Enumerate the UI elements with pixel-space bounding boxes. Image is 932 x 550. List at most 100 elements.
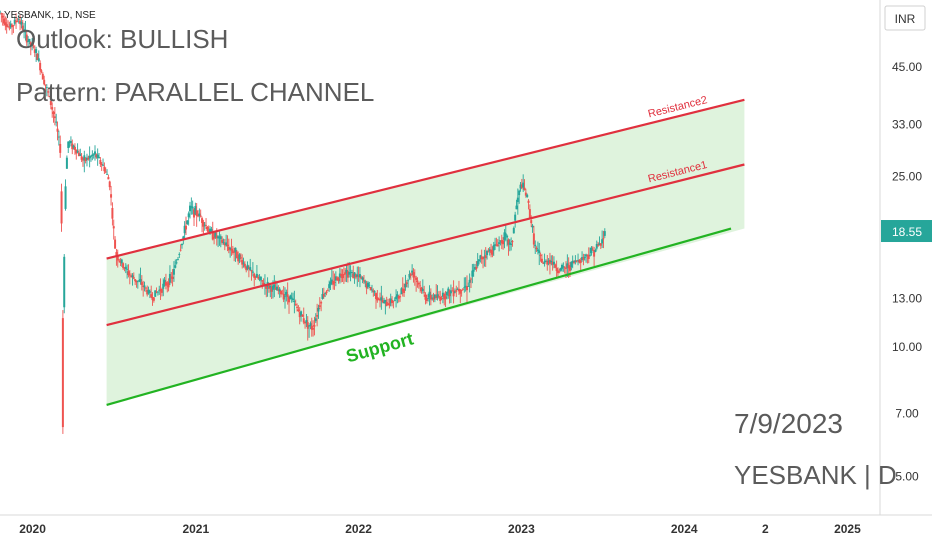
time-axis[interactable]: 2020 2021 2022 2023 2024 2 2025 bbox=[19, 522, 861, 536]
candle-body bbox=[491, 250, 494, 255]
candle-body bbox=[377, 298, 380, 300]
candle-body bbox=[349, 272, 352, 273]
y-tick-label: 45.00 bbox=[892, 60, 922, 74]
candle-body bbox=[498, 242, 501, 244]
candle-body bbox=[330, 279, 333, 283]
candle-body bbox=[296, 306, 299, 308]
candle-body bbox=[182, 236, 185, 240]
candle-body bbox=[329, 281, 332, 285]
candle-body bbox=[214, 232, 217, 238]
candle-body bbox=[555, 268, 558, 272]
candle-body bbox=[415, 277, 418, 280]
candle-body bbox=[144, 287, 147, 289]
candle-body bbox=[547, 260, 550, 262]
candle-body bbox=[210, 229, 213, 232]
candle-body bbox=[31, 43, 34, 46]
candle-body bbox=[85, 157, 88, 160]
candle-body bbox=[142, 285, 145, 287]
candle-body bbox=[0, 11, 1, 13]
candle-body bbox=[138, 280, 141, 282]
candle-body bbox=[139, 279, 142, 282]
candle-body bbox=[465, 286, 468, 291]
candle-body bbox=[193, 209, 196, 218]
candle-body bbox=[305, 320, 308, 323]
candle-body bbox=[79, 154, 82, 156]
candle-body bbox=[17, 18, 20, 20]
candle-body bbox=[344, 272, 347, 275]
candle-body bbox=[345, 269, 348, 273]
candle-body bbox=[108, 181, 111, 188]
candle-body bbox=[118, 259, 121, 261]
candle-body bbox=[508, 242, 511, 245]
candle-body bbox=[87, 158, 90, 160]
candle-body bbox=[326, 290, 329, 292]
candle-body bbox=[195, 210, 198, 216]
candle-body bbox=[115, 252, 118, 256]
candle-body bbox=[536, 249, 539, 252]
candle-body bbox=[28, 38, 31, 42]
candle-body bbox=[207, 230, 210, 233]
candle-body bbox=[471, 270, 474, 277]
candle-body bbox=[235, 251, 238, 259]
candle-body bbox=[405, 282, 408, 285]
candle-body bbox=[128, 274, 131, 276]
candle-body bbox=[457, 288, 460, 292]
candle-body bbox=[569, 266, 572, 271]
candle-body bbox=[484, 255, 487, 259]
currency-box[interactable] bbox=[884, 5, 926, 31]
candle-body bbox=[334, 276, 337, 281]
candle-body bbox=[77, 152, 80, 157]
currency-label: INR bbox=[895, 12, 916, 26]
candle-body bbox=[89, 156, 92, 157]
candle-body bbox=[147, 290, 150, 294]
candle-body bbox=[586, 254, 589, 256]
candle-body bbox=[456, 289, 459, 291]
candle-body bbox=[433, 294, 436, 299]
candle-body bbox=[387, 304, 390, 305]
candle-body bbox=[597, 245, 600, 247]
candle-body bbox=[404, 283, 407, 288]
candle-body bbox=[277, 289, 280, 291]
candle-body bbox=[453, 291, 456, 293]
candle-body bbox=[590, 247, 593, 254]
candle-body bbox=[40, 70, 43, 72]
candle-body bbox=[603, 231, 606, 236]
candle-body bbox=[308, 325, 311, 327]
candle-body bbox=[468, 279, 471, 283]
candle-body bbox=[384, 299, 387, 304]
candle-body bbox=[574, 260, 577, 263]
candle-body bbox=[21, 25, 24, 31]
candle-body bbox=[155, 291, 158, 293]
candle-body bbox=[369, 287, 372, 291]
candle-body bbox=[88, 156, 91, 159]
candle-body bbox=[15, 20, 18, 23]
y-tick-label: 10.00 bbox=[892, 340, 922, 354]
candle-body bbox=[565, 267, 568, 269]
candle-body bbox=[379, 299, 382, 301]
x-tick-label: 2020 bbox=[19, 522, 46, 536]
candle-body bbox=[219, 236, 222, 240]
candle-body bbox=[131, 275, 134, 278]
candle-body bbox=[451, 290, 454, 292]
candle-body bbox=[381, 300, 384, 303]
candle-body bbox=[482, 257, 485, 260]
candle-body bbox=[478, 259, 481, 262]
price-axis[interactable]: 5.00 7.00 10.00 13.00 18.55 25.00 33.00 45.00 bbox=[881, 60, 932, 484]
candle-body bbox=[408, 273, 411, 278]
candle-body bbox=[480, 256, 483, 260]
candle-body bbox=[250, 270, 253, 272]
candle-body bbox=[114, 239, 117, 249]
candle-body bbox=[475, 266, 478, 270]
candle-body bbox=[269, 285, 272, 288]
candle-body bbox=[583, 257, 586, 258]
candle-body bbox=[476, 261, 479, 267]
candle-body bbox=[528, 209, 531, 218]
candle-body bbox=[360, 277, 363, 279]
candle-body bbox=[221, 239, 224, 243]
candle-body bbox=[230, 248, 233, 251]
candle-body bbox=[309, 323, 312, 326]
candle-body bbox=[552, 261, 555, 265]
candle-body bbox=[496, 244, 499, 247]
candle-body bbox=[104, 171, 107, 173]
